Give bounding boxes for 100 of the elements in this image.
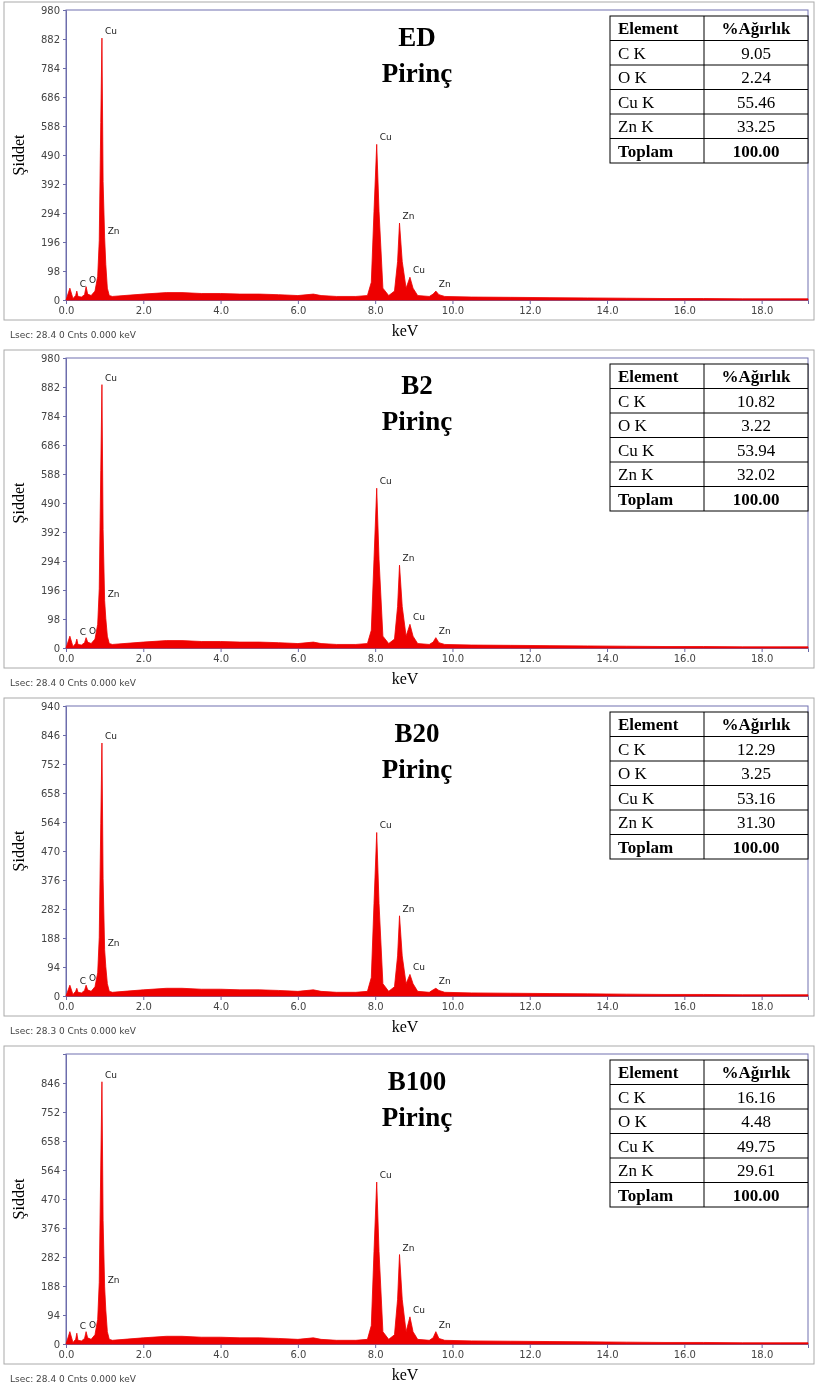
annotation: Zn K	[618, 813, 655, 833]
annotation: Cu	[104, 731, 117, 742]
x-tick-label: 14.0	[596, 305, 619, 317]
y-tick-label: 846	[40, 729, 60, 741]
y-tick-label: 564	[40, 816, 60, 828]
annotation: Cu	[412, 612, 425, 623]
text: Pirinç	[381, 1102, 453, 1132]
annotation: 33.25	[736, 117, 776, 137]
text: Lsec: 28.4 0 Cnts 0.000 keV	[10, 678, 137, 688]
y-tick-label: 882	[40, 381, 60, 393]
annotation: Zn	[107, 588, 120, 599]
y-tick-label: 0	[53, 642, 60, 654]
x-tick-label: 12.0	[519, 1001, 542, 1013]
annotation: 9.05	[741, 43, 771, 63]
y-tick-label: 490	[40, 497, 60, 509]
x-tick-label: 18.0	[750, 1349, 774, 1361]
text: Lsec: 28.4 0 Cnts 0.000 keV	[10, 1374, 137, 1384]
y-tick-label: 658	[40, 787, 60, 799]
annotation: 100.00	[732, 1185, 780, 1205]
annotation: O	[89, 274, 97, 285]
y-axis-title: Şiddet	[10, 134, 28, 176]
annotation: 4.48	[741, 1112, 771, 1132]
annotation: C K	[618, 739, 647, 759]
x-axis-title: keV	[391, 322, 419, 339]
annotation: C K	[618, 1087, 647, 1107]
y-tick-label: 686	[40, 439, 60, 451]
annotation: O K	[618, 1112, 648, 1132]
y-tick-label: 470	[40, 845, 60, 857]
y-tick-label: 686	[40, 91, 60, 103]
annotation: %Ağırlık	[721, 1063, 792, 1083]
annotation: Zn	[107, 225, 120, 236]
annotation: C K	[618, 43, 647, 63]
y-tick-label: 588	[40, 468, 60, 480]
annotation: 3.25	[741, 764, 771, 784]
y-tick-label: 846	[40, 1077, 60, 1089]
annotation: Zn K	[618, 117, 655, 137]
y-tick-label: 98	[47, 265, 60, 277]
y-tick-label: 980	[40, 4, 60, 16]
y-tick-label: 658	[40, 1135, 60, 1147]
x-tick-label: 16.0	[673, 1001, 696, 1013]
y-tick-label: 588	[40, 120, 60, 132]
y-tick-label: 392	[40, 178, 60, 190]
y-tick-label: 980	[40, 352, 60, 364]
annotation: Toplam	[618, 1185, 674, 1205]
annotation: Toplam	[618, 837, 674, 857]
annotation: 32.02	[736, 465, 776, 485]
annotation: Zn	[402, 1242, 415, 1253]
annotation: O K	[618, 764, 648, 784]
annotation: O	[89, 625, 97, 636]
annotation: O K	[618, 68, 648, 88]
y-tick-label: 188	[40, 1280, 60, 1292]
x-tick-label: 2.0	[135, 305, 152, 317]
annotation: Cu	[379, 820, 392, 831]
text: Pirinç	[381, 58, 453, 88]
x-tick-label: 16.0	[673, 653, 696, 665]
annotation: Element	[618, 1063, 679, 1083]
y-tick-label: 392	[40, 526, 60, 538]
annotation: Zn	[438, 1319, 451, 1330]
y-tick-label: 470	[40, 1193, 60, 1205]
y-tick-label: 0	[53, 990, 60, 1002]
y-axis-title: Şiddet	[10, 830, 28, 872]
annotation: Cu	[412, 962, 425, 973]
annotation: Cu	[104, 1069, 117, 1080]
text: Pirinç	[381, 754, 453, 784]
annotation: 10.82	[736, 391, 776, 411]
annotation: %Ağırlık	[721, 367, 792, 387]
annotation: Cu K	[618, 440, 656, 460]
y-tick-label: 294	[40, 207, 60, 219]
y-tick-label: 98	[47, 613, 60, 625]
x-tick-label: 18.0	[750, 1001, 774, 1013]
y-tick-label: 196	[40, 236, 60, 248]
annotation: Cu	[379, 132, 392, 143]
annotation: Zn	[402, 903, 415, 914]
y-tick-label: 784	[40, 62, 60, 74]
x-tick-label: 18.0	[750, 653, 774, 665]
annotation: Zn	[107, 937, 120, 948]
x-tick-label: 6.0	[290, 653, 307, 665]
annotation: %Ağırlık	[721, 19, 792, 39]
chart-title: B20	[394, 718, 440, 748]
x-tick-label: 12.0	[519, 305, 542, 317]
chart-title: ED	[398, 22, 436, 52]
annotation: C	[79, 976, 87, 987]
x-tick-label: 6.0	[290, 305, 307, 317]
x-tick-label: 2.0	[135, 1349, 152, 1361]
annotation: 53.16	[736, 788, 776, 808]
annotation: 31.30	[736, 813, 776, 833]
annotation: O	[89, 1319, 97, 1330]
x-tick-label: 12.0	[519, 1349, 542, 1361]
annotation: 16.16	[736, 1087, 776, 1107]
annotation: %Ağırlık	[721, 715, 792, 735]
x-tick-label: 0.0	[58, 1001, 75, 1013]
y-tick-label: 376	[40, 874, 60, 886]
y-tick-label: 752	[40, 758, 60, 770]
y-tick-label: 940	[40, 700, 60, 712]
annotation: Element	[618, 715, 679, 735]
x-tick-label: 10.0	[441, 1349, 465, 1361]
y-tick-label: 752	[40, 1106, 60, 1118]
text: Pirinç	[381, 406, 453, 436]
y-tick-label: 282	[40, 1251, 60, 1263]
x-tick-label: 2.0	[135, 653, 152, 665]
